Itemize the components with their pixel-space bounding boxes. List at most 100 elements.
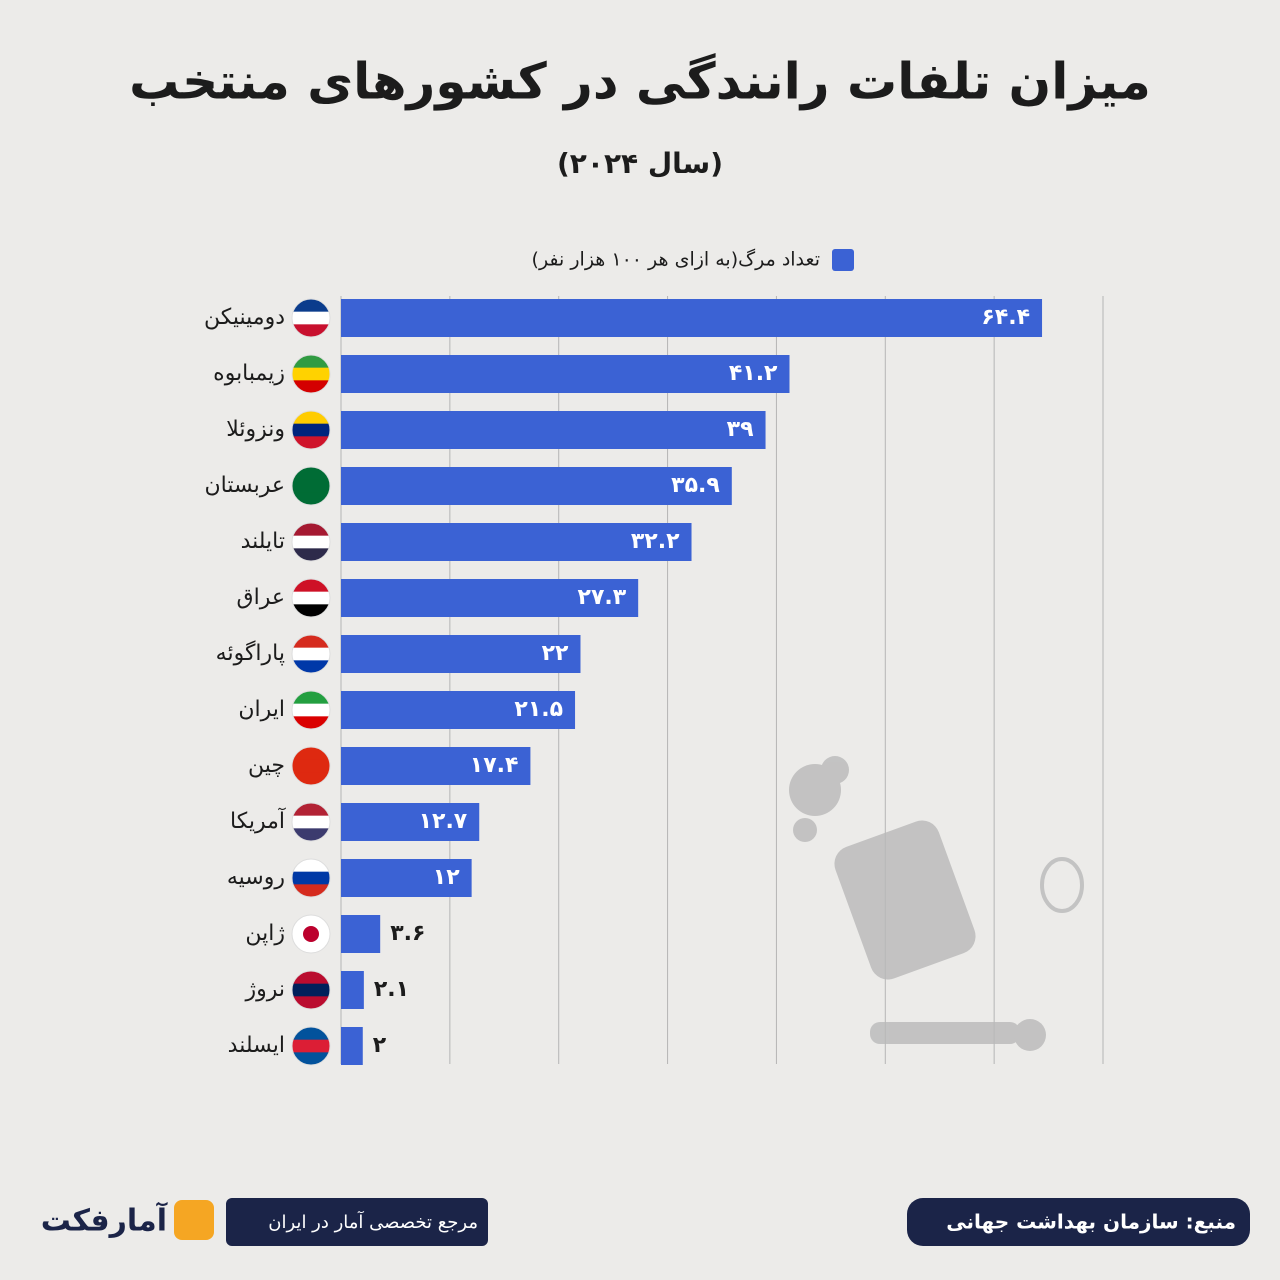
- bar: [341, 747, 531, 785]
- value-label: ۶۴.۴: [981, 305, 1030, 330]
- flag-stripe: [292, 983, 330, 997]
- flag-stripe: [292, 423, 330, 437]
- category-label: ایران: [238, 697, 285, 722]
- value-label: ۲۱.۵: [514, 697, 563, 722]
- flag-stripe: [292, 299, 330, 313]
- flag-stripe: [292, 1052, 330, 1065]
- flag-stripe: [292, 996, 330, 1009]
- flag-stripe: [292, 411, 330, 425]
- flag-stripe: [292, 535, 330, 549]
- flag-border: [291, 298, 331, 338]
- plot-area: تعداد مرگ(به ازای هر ۱۰۰ هزار نفر) دومینی…: [204, 249, 1104, 1066]
- flag-stripe: [292, 523, 330, 537]
- category-label: ونزوئلا: [226, 417, 285, 442]
- flag-border: [291, 746, 331, 786]
- flag-stripe: [292, 759, 330, 773]
- source-pill: [907, 1198, 1250, 1246]
- illustration: [789, 756, 1084, 1051]
- legend-label: تعداد مرگ(به ازای هر ۱۰۰ هزار نفر): [532, 249, 820, 271]
- flag-stripe: [292, 467, 330, 481]
- flag-border: [291, 466, 331, 506]
- category-label: دومینیکن: [204, 305, 285, 330]
- value-label: ۱۷.۴: [470, 753, 519, 778]
- flag-stripe: [292, 747, 330, 761]
- flag-stripe: [292, 703, 330, 717]
- value-label: ۳.۶: [390, 921, 425, 946]
- legend-swatch: [832, 249, 854, 271]
- flag-stripe: [292, 647, 330, 661]
- category-label: چین: [248, 753, 285, 778]
- value-label: ۲۷.۳: [578, 585, 627, 610]
- category-label: نروژ: [244, 977, 285, 1002]
- flag-border: [291, 970, 331, 1010]
- value-label: ۲: [373, 1033, 387, 1058]
- flag-stripe: [292, 691, 330, 705]
- flag-stripe: [292, 324, 330, 337]
- bar: [341, 859, 472, 897]
- brand-icon: [174, 1200, 214, 1240]
- flag-border: [291, 410, 331, 450]
- flag-stripe: [292, 604, 330, 617]
- tagline-pill: [226, 1198, 488, 1246]
- flag-stripe: [292, 815, 330, 829]
- value-label: ۱۲: [433, 865, 460, 890]
- flag-border: [291, 858, 331, 898]
- bar: [341, 1027, 363, 1065]
- flag-stripe: [292, 660, 330, 673]
- category-label: پاراگوئه: [216, 640, 285, 666]
- value-label: ۲۲: [542, 641, 569, 666]
- flag-stripe: [292, 436, 330, 449]
- flag-stripe: [292, 311, 330, 325]
- category-label: روسیه: [227, 865, 285, 890]
- flag-stripe: [292, 635, 330, 649]
- value-label: ۳۹: [727, 417, 754, 442]
- flag-stripe: [292, 380, 330, 393]
- category-label: تایلند: [241, 529, 285, 554]
- bar: [341, 467, 732, 505]
- bar: [341, 411, 766, 449]
- brand: آمارفکت: [41, 1202, 168, 1239]
- flag-disc: [303, 926, 319, 942]
- bar: [341, 691, 576, 729]
- flag-border: [291, 914, 331, 954]
- flag-stripe: [292, 915, 330, 929]
- flag-stripe: [292, 940, 330, 953]
- flag-stripe: [292, 884, 330, 897]
- flag-stripe: [292, 871, 330, 885]
- flag-border: [291, 578, 331, 618]
- bar: [341, 915, 381, 953]
- value-label: ۳۲.۲: [631, 529, 680, 554]
- flag-stripe: [292, 859, 330, 873]
- flag-stripe: [292, 1039, 330, 1053]
- flag-stripe: [292, 355, 330, 369]
- flag-stripe: [292, 548, 330, 561]
- bar: [341, 579, 639, 617]
- value-label: ۱۲.۷: [419, 809, 468, 834]
- tagline: مرجع تخصصی آمار در ایران: [268, 1210, 478, 1233]
- chart-title: میزان تلفات رانندگی در کشورهای منتخب: [129, 53, 1151, 112]
- bar: [341, 803, 480, 841]
- category-label: ایسلند: [228, 1033, 285, 1058]
- category-label: زیمبابوه: [213, 361, 285, 386]
- bar: [341, 523, 692, 561]
- bar: [341, 635, 581, 673]
- flag-stripe: [292, 1027, 330, 1041]
- flag-stripe: [292, 803, 330, 817]
- bar: [341, 971, 364, 1009]
- flag-border: [291, 522, 331, 562]
- flag-stripe: [292, 971, 330, 985]
- flag-border: [291, 354, 331, 394]
- flag-stripe: [292, 579, 330, 593]
- flag-stripe: [292, 367, 330, 381]
- flag-border: [291, 802, 331, 842]
- category-label: عربستان: [204, 473, 285, 498]
- source: منبع: سازمان بهداشت جهانی: [946, 1210, 1236, 1234]
- flag-stripe: [292, 716, 330, 729]
- value-label: ۳۵.۹: [671, 473, 720, 498]
- value-label: ۴۱.۲: [729, 361, 778, 386]
- value-label: ۲.۱: [374, 977, 409, 1002]
- bar: [341, 299, 1043, 337]
- flag-stripe: [292, 591, 330, 605]
